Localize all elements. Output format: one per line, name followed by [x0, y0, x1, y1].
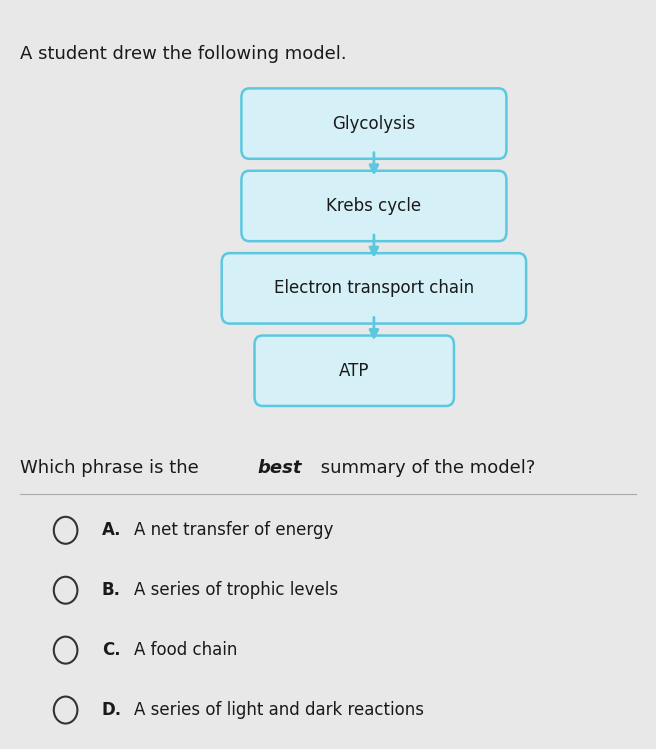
- Text: Glycolysis: Glycolysis: [333, 115, 415, 133]
- Text: A net transfer of energy: A net transfer of energy: [134, 521, 334, 539]
- Text: D.: D.: [102, 701, 122, 719]
- Text: A series of light and dark reactions: A series of light and dark reactions: [134, 701, 424, 719]
- Text: C.: C.: [102, 641, 120, 659]
- FancyBboxPatch shape: [241, 171, 506, 241]
- Text: A.: A.: [102, 521, 121, 539]
- Text: A student drew the following model.: A student drew the following model.: [20, 45, 346, 63]
- Text: best: best: [258, 459, 302, 477]
- FancyBboxPatch shape: [241, 88, 506, 159]
- FancyBboxPatch shape: [255, 336, 454, 406]
- FancyBboxPatch shape: [222, 253, 526, 324]
- Text: A food chain: A food chain: [134, 641, 238, 659]
- Text: Which phrase is the: Which phrase is the: [20, 459, 204, 477]
- Text: A series of trophic levels: A series of trophic levels: [134, 581, 338, 599]
- Text: B.: B.: [102, 581, 121, 599]
- Text: summary of the model?: summary of the model?: [315, 459, 535, 477]
- Text: Electron transport chain: Electron transport chain: [274, 279, 474, 297]
- Text: ATP: ATP: [339, 362, 369, 380]
- Text: Krebs cycle: Krebs cycle: [326, 197, 422, 215]
